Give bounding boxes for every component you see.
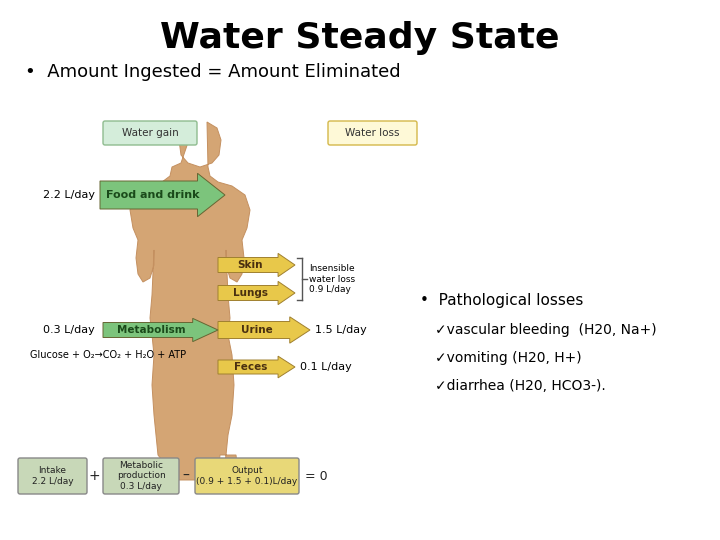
FancyArrow shape bbox=[218, 281, 295, 305]
Text: Intake
2.2 L/day: Intake 2.2 L/day bbox=[32, 467, 73, 485]
Text: Metabolism: Metabolism bbox=[117, 325, 186, 335]
Text: •  Amount Ingested = Amount Eliminated: • Amount Ingested = Amount Eliminated bbox=[25, 63, 400, 81]
FancyBboxPatch shape bbox=[103, 458, 179, 494]
Text: = 0: = 0 bbox=[305, 469, 328, 483]
Text: Water loss: Water loss bbox=[346, 128, 400, 138]
Text: Food and drink: Food and drink bbox=[106, 190, 199, 200]
FancyArrow shape bbox=[218, 253, 295, 276]
FancyArrow shape bbox=[100, 173, 225, 217]
Polygon shape bbox=[130, 122, 252, 480]
Text: •  Pathological losses: • Pathological losses bbox=[420, 293, 583, 307]
Text: +: + bbox=[88, 469, 100, 483]
Text: ✓vomiting (H20, H+): ✓vomiting (H20, H+) bbox=[435, 351, 582, 365]
Text: –: – bbox=[183, 469, 189, 483]
Text: 2.2 L/day: 2.2 L/day bbox=[43, 190, 95, 200]
FancyBboxPatch shape bbox=[195, 458, 299, 494]
Text: Water gain: Water gain bbox=[122, 128, 179, 138]
Text: 1.5 L/day: 1.5 L/day bbox=[315, 325, 366, 335]
Text: Water Steady State: Water Steady State bbox=[161, 21, 559, 55]
Text: Glucose + O₂→CO₂ + H₂O + ATP: Glucose + O₂→CO₂ + H₂O + ATP bbox=[30, 350, 186, 360]
Text: Skin: Skin bbox=[238, 260, 263, 270]
Text: Output
(0.9 + 1.5 + 0.1)L/day: Output (0.9 + 1.5 + 0.1)L/day bbox=[197, 467, 297, 485]
FancyBboxPatch shape bbox=[103, 121, 197, 145]
Text: 0.1 L/day: 0.1 L/day bbox=[300, 362, 352, 372]
Text: ✓diarrhea (H20, HCO3-).: ✓diarrhea (H20, HCO3-). bbox=[435, 379, 606, 393]
Text: Lungs: Lungs bbox=[233, 288, 268, 298]
Text: Insensible
water loss
0.9 L/day: Insensible water loss 0.9 L/day bbox=[309, 264, 355, 294]
FancyArrow shape bbox=[103, 319, 218, 342]
Text: 0.3 L/day: 0.3 L/day bbox=[43, 325, 95, 335]
Text: Feces: Feces bbox=[234, 362, 267, 372]
FancyArrow shape bbox=[218, 356, 295, 378]
Text: Metabolic
production
0.3 L/day: Metabolic production 0.3 L/day bbox=[117, 461, 166, 491]
FancyArrow shape bbox=[218, 317, 310, 343]
FancyBboxPatch shape bbox=[328, 121, 417, 145]
Text: Urine: Urine bbox=[240, 325, 272, 335]
FancyBboxPatch shape bbox=[18, 458, 87, 494]
Text: ✓vascular bleeding  (H20, Na+): ✓vascular bleeding (H20, Na+) bbox=[435, 323, 657, 337]
